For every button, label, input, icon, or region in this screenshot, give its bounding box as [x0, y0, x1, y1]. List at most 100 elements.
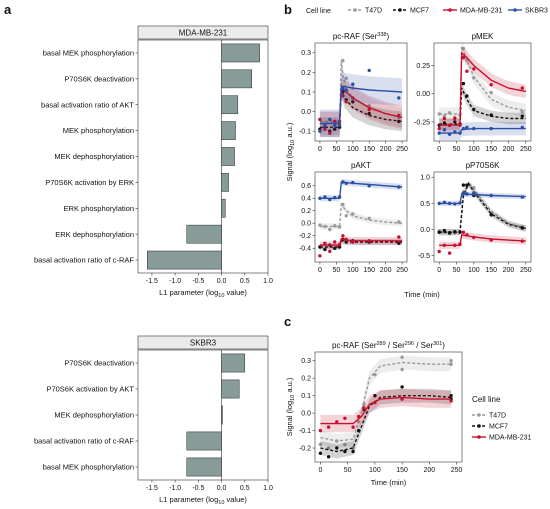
data-point-skbr3 — [344, 88, 348, 92]
data-point-mda-mb-231 — [489, 238, 493, 242]
data-point-t47d — [472, 76, 476, 80]
x-tick-label: 150 — [363, 146, 375, 153]
data-point-t47d — [335, 439, 339, 443]
facet-pakt: pAKT -0.4 -0.2 0.0 0.2 0.4 0.6 0 50 100 150 200 250 — [299, 161, 408, 274]
data-point-t47d — [333, 224, 337, 228]
legend-marker-mda-mb-231 — [448, 8, 452, 12]
category-label: basal MEK phosphorylation — [43, 463, 134, 472]
data-point-skbr3 — [318, 129, 322, 133]
data-point-skbr3 — [458, 201, 462, 205]
data-point-mda-mb-231 — [318, 254, 322, 258]
data-point-mda-mb-231 — [453, 116, 457, 121]
y-tick-label: -0.4 — [299, 246, 311, 253]
facet-title: pMEK — [472, 32, 494, 41]
legend-label-t47d: T47D — [365, 8, 382, 15]
x-tick-label: 50 — [332, 267, 340, 274]
data-point-skbr3 — [333, 123, 337, 128]
data-point-mcf7 — [397, 119, 401, 124]
x-axis-title-tail: value) — [224, 288, 247, 297]
band-mda-mb-231 — [439, 46, 526, 132]
data-point-t47d — [326, 446, 331, 450]
x-tick-label: 100 — [468, 146, 480, 153]
series-line-skbr3 — [439, 127, 526, 134]
data-point-t47d — [400, 367, 404, 372]
y-axis-title-main: Signal (log — [285, 401, 294, 436]
data-point-skbr3 — [437, 131, 441, 135]
legend-label-mcf7: MCF7 — [410, 8, 429, 15]
x-tick-label: 100 — [347, 146, 359, 153]
data-point-mda-mb-231 — [351, 96, 355, 100]
data-point-skbr3 — [397, 96, 401, 100]
data-point-t47d — [520, 110, 524, 114]
y-tick-label: 0.4 — [301, 196, 311, 203]
data-point-mda-mb-231 — [318, 117, 322, 122]
series-line-t47d — [320, 361, 452, 442]
data-point-t47d — [489, 90, 493, 95]
data-point-mda-mb-231 — [367, 107, 371, 112]
data-point-mcf7 — [397, 241, 401, 245]
x-tick-label: 150 — [396, 467, 408, 474]
strip-background — [137, 25, 269, 40]
y-tick-label: -0.2 — [299, 445, 311, 452]
band-t47d — [319, 50, 403, 132]
data-point-mda-mb-231 — [472, 235, 476, 240]
x-tick-label: 200 — [503, 146, 515, 153]
x-axis-title: Time (min) — [371, 478, 407, 487]
legend-label-t47d: T47D — [489, 413, 506, 420]
x-tick-label: 50 — [453, 267, 461, 274]
y-tick-label: -0.25 — [414, 119, 430, 126]
data-point-mda-mb-231 — [333, 240, 337, 244]
legend-title: Cell line — [472, 395, 501, 404]
data-point-mda-mb-231 — [333, 119, 337, 124]
x-tick-label: 0 — [318, 146, 322, 153]
data-point-mda-mb-231 — [351, 425, 355, 429]
data-point-mcf7 — [367, 111, 371, 116]
data-point-skbr3 — [351, 180, 355, 185]
data-point-t47d — [447, 111, 452, 115]
band-mcf7 — [320, 388, 452, 459]
data-point-skbr3 — [437, 201, 441, 206]
x-tick-label: 50 — [332, 146, 340, 153]
data-point-skbr3 — [351, 82, 355, 86]
data-point-mcf7 — [447, 231, 452, 235]
data-point-mcf7 — [351, 449, 355, 454]
series-line-mcf7 — [320, 395, 452, 453]
panel-letter-b: b — [284, 2, 292, 17]
legend-label-skbr3: SKBR3 — [525, 8, 548, 15]
y-tick-label: 0.5 — [420, 201, 430, 208]
data-point-skbr3 — [453, 130, 457, 134]
data-point-t47d — [400, 355, 404, 359]
data-point-mcf7 — [453, 120, 457, 124]
data-point-mcf7 — [373, 394, 377, 398]
category-label: basal activation ratio of c-RAF — [34, 437, 134, 446]
data-point-skbr3 — [458, 131, 462, 135]
series-line-skbr3 — [319, 85, 403, 125]
facet-pc-raf-ser338: pc-RAF (Ser338) -0.1 0.0 0.1 0.2 0.3 0 50 100 150… — [299, 32, 408, 153]
x-tick-label: 200 — [423, 467, 435, 474]
data-point-skbr3 — [442, 200, 447, 204]
x-tick-label: 0.5 — [240, 485, 250, 492]
x-tick-label: -0.5 — [192, 485, 204, 492]
data-point-mcf7 — [335, 446, 339, 450]
category-label: ERK dephosphorylation — [55, 230, 134, 239]
x-tick-label: 0 — [437, 146, 441, 153]
data-point-skbr3 — [489, 193, 493, 198]
data-point-skbr3 — [318, 196, 322, 200]
category-label: MEK phosphorylation — [63, 126, 134, 135]
data-point-mcf7 — [341, 90, 345, 94]
x-tick-label: 100 — [347, 267, 359, 274]
y-tick-label: 0.2 — [301, 376, 311, 383]
x-tick-label: -0.5 — [192, 278, 204, 285]
legend-title: Cell line — [306, 8, 331, 15]
data-point-mda-mb-231 — [489, 83, 493, 87]
bar-chart-mda-mb-231: MDA-MB-231 basal MEK phosphorylation P70S6… — [34, 25, 273, 299]
data-point-t47d — [373, 373, 377, 377]
panel-letter-a: a — [4, 2, 12, 17]
data-point-t47d — [367, 216, 371, 220]
data-point-mda-mb-231 — [447, 251, 452, 255]
band-skbr3 — [319, 178, 403, 202]
data-point-t47d — [344, 214, 348, 218]
data-point-mcf7 — [333, 127, 337, 131]
data-point-mda-mb-231 — [397, 113, 401, 118]
data-point-t47d — [449, 359, 453, 363]
